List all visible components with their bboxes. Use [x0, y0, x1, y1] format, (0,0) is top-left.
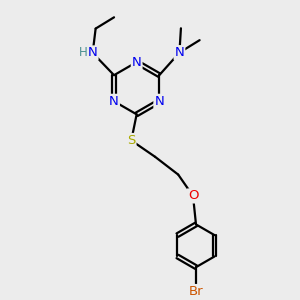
Text: N: N	[175, 46, 184, 59]
Text: S: S	[127, 134, 136, 147]
Text: N: N	[88, 46, 98, 59]
Text: H: H	[79, 46, 88, 59]
Text: O: O	[188, 189, 198, 203]
Text: N: N	[154, 95, 164, 108]
Text: N: N	[132, 56, 142, 69]
Text: N: N	[109, 95, 119, 108]
Text: Br: Br	[189, 285, 203, 298]
